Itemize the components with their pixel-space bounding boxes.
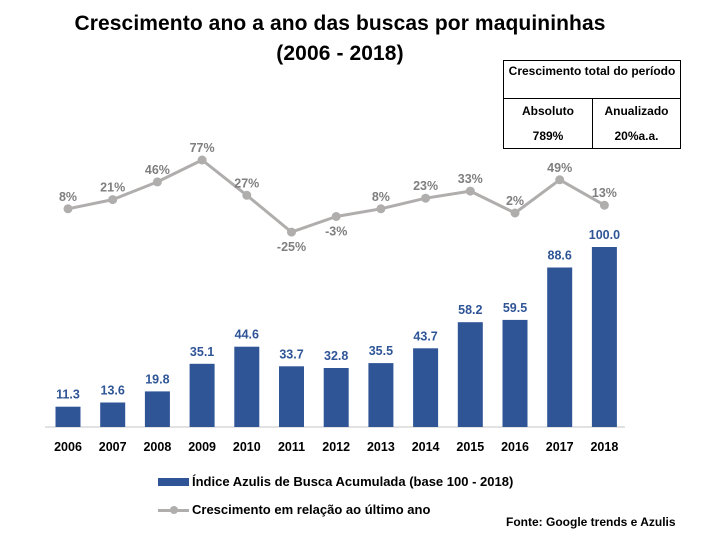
line-point-2015 [465, 186, 475, 196]
line-data-labels: 8% 21% 46% 77% 27% -25% -3% 8% 23% 33% 2% 49% 13% [59, 141, 617, 254]
summary-label-anualizado: Anualizado [604, 104, 669, 118]
bar-label-2016: 59.5 [503, 301, 527, 315]
bar-2011 [279, 366, 304, 427]
summary-table: Crescimento total do período Absoluto 78… [503, 60, 681, 149]
bar-2013 [368, 363, 394, 427]
bar-2018 [591, 247, 617, 427]
legend-bar-swatch-icon [158, 477, 189, 486]
bar-label-2012: 32.8 [324, 349, 348, 363]
bar-series [55, 247, 617, 427]
x-tick-2018: 2018 [590, 440, 618, 454]
x-tick-2009: 2009 [188, 440, 216, 454]
bar-2014 [413, 348, 439, 427]
line-point-2016 [510, 208, 520, 218]
line-point-2018 [599, 200, 609, 210]
x-tick-2006: 2006 [54, 440, 82, 454]
bar-label-2006: 11.3 [56, 388, 80, 402]
line-point-2007 [108, 195, 118, 205]
x-tick-2011: 2011 [278, 440, 305, 454]
line-point-2010 [242, 190, 252, 200]
x-tick-2017: 2017 [546, 440, 574, 454]
line-point-2009 [197, 155, 207, 165]
line-point-2013 [376, 204, 386, 214]
bar-2010 [234, 346, 260, 427]
line-label-2018: 13% [592, 186, 617, 200]
line-point-2006 [63, 204, 73, 214]
bar-2016 [502, 319, 528, 427]
bar-2008 [144, 391, 170, 427]
source-note: Fonte: Google trends e Azulis [506, 515, 676, 529]
line-point-2014 [421, 193, 431, 203]
bar-2012 [323, 368, 349, 427]
line-label-2010: 27% [234, 176, 259, 190]
line-point-2012 [331, 212, 341, 221]
x-tick-labels: 2006 2007 2008 2009 2010 2011 2012 2013 2014 2015… [54, 440, 618, 454]
line-label-2012: -3% [325, 225, 347, 239]
line-point-2011 [287, 227, 296, 237]
line-label-2007: 21% [100, 181, 125, 195]
summary-col-anualizado: Anualizado 20%a.a. [593, 99, 680, 149]
line-label-2015: 33% [458, 172, 483, 186]
x-tick-2016: 2016 [501, 440, 529, 454]
legend-item-bar[interactable]: Índice Azulis de Busca Acumulada (base 1… [158, 474, 513, 489]
legend-bar-label: Índice Azulis de Busca Acumulada (base 1… [192, 474, 514, 489]
bar-label-2013: 35.5 [369, 344, 393, 358]
line-series [63, 155, 609, 237]
bar-2006 [55, 406, 81, 427]
line-label-2008: 46% [145, 163, 170, 177]
chart-subtitle: (2006 - 2018) [276, 42, 404, 65]
line-point-2017 [555, 175, 565, 185]
line-label-2017: 49% [547, 161, 572, 175]
summary-label-absoluto: Absoluto [522, 104, 574, 118]
summary-row: Absoluto 789% Anualizado 20%a.a. [504, 99, 680, 149]
bar-label-2015: 58.2 [458, 303, 482, 317]
bar-2017 [547, 267, 573, 427]
bar-data-labels: 11.3 13.6 19.8 35.1 44.6 33.7 32.8 35.5 43.7 58.2… [56, 228, 620, 402]
x-tick-2013: 2013 [367, 440, 395, 454]
x-tick-2008: 2008 [143, 440, 171, 454]
bar-label-2017: 88.6 [548, 249, 572, 263]
line-label-2011: -25% [277, 240, 306, 254]
bar-label-2008: 19.8 [145, 372, 169, 386]
summary-value-absoluto: 789% [532, 129, 564, 143]
line-point-2008 [152, 177, 162, 187]
x-tick-2012: 2012 [322, 440, 350, 454]
bar-label-2014: 43.7 [413, 329, 437, 343]
x-tick-2014: 2014 [412, 440, 440, 454]
bar-label-2018: 100.0 [589, 228, 620, 242]
bar-label-2009: 35.1 [190, 345, 214, 359]
line-label-2014: 23% [413, 179, 438, 193]
summary-header: Crescimento total do período [504, 61, 680, 99]
bar-2015 [457, 322, 483, 427]
legend-line-marker-icon [158, 505, 189, 515]
x-tick-2010: 2010 [233, 440, 261, 454]
bar-2007 [100, 402, 126, 427]
line-label-2016: 2% [506, 194, 524, 208]
bar-2009 [189, 363, 215, 427]
line-label-2006: 8% [59, 190, 77, 204]
legend-line-label: Crescimento em relação ao último ano [192, 502, 431, 517]
legend-item-line[interactable]: Crescimento em relação ao último ano [158, 502, 430, 517]
x-tick-2015: 2015 [456, 440, 484, 454]
bar-label-2011: 33.7 [279, 347, 303, 361]
bar-label-2007: 13.6 [101, 384, 125, 398]
x-tick-2007: 2007 [99, 440, 127, 454]
line-label-2009: 77% [190, 141, 215, 155]
summary-col-absoluto: Absoluto 789% [504, 99, 593, 149]
summary-value-anualizado: 20%a.a. [614, 129, 659, 143]
chart-title: Crescimento ano a ano das buscas por maq… [74, 12, 606, 35]
bar-label-2010: 44.6 [235, 328, 259, 342]
line-label-2013: 8% [372, 190, 390, 204]
